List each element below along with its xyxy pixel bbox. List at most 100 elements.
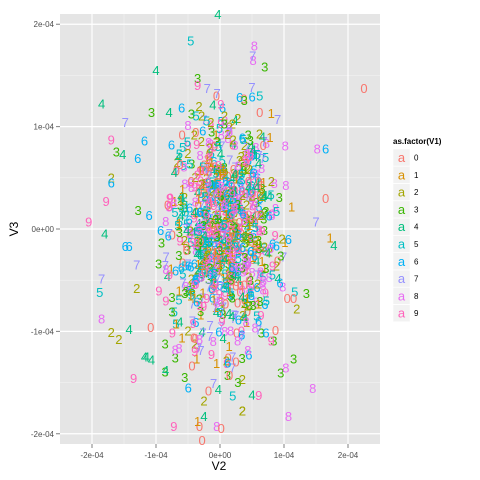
data-point: 9 — [162, 294, 169, 309]
data-point: 6 — [192, 273, 199, 288]
data-point: 9 — [204, 174, 211, 189]
data-point: 5 — [267, 188, 274, 203]
data-point: 6 — [141, 133, 148, 148]
data-point: 3 — [223, 192, 230, 207]
data-point: 9 — [269, 258, 276, 273]
data-point: 7 — [238, 329, 245, 344]
data-point: 7 — [205, 181, 212, 196]
data-point: 6 — [251, 248, 258, 263]
data-point: 8 — [229, 263, 236, 278]
data-point: 5 — [198, 224, 205, 239]
data-point: 1 — [247, 229, 254, 244]
data-point: 0 — [195, 185, 202, 200]
data-point: 3 — [203, 250, 210, 265]
data-point: 4 — [162, 363, 169, 378]
data-point: 0 — [241, 278, 248, 293]
data-point: 5 — [175, 292, 182, 307]
data-point: 5 — [176, 215, 183, 230]
data-point: 4 — [171, 165, 178, 180]
data-point: 4 — [250, 142, 257, 157]
data-point: 2 — [229, 116, 236, 131]
data-point: 0 — [218, 252, 225, 267]
data-point: 3 — [234, 197, 241, 212]
data-point: 9 — [225, 268, 232, 283]
data-point: 6 — [239, 240, 246, 255]
data-point: 4 — [183, 223, 190, 238]
data-point: 6 — [157, 223, 164, 238]
data-point: 2 — [229, 237, 236, 252]
data-point: 9 — [223, 356, 230, 371]
data-point: 1 — [237, 242, 244, 257]
data-point: 2 — [222, 187, 229, 202]
data-point: 5 — [194, 234, 201, 249]
data-point: 2 — [225, 229, 232, 244]
data-point: 9 — [214, 206, 221, 221]
data-point: 2 — [225, 201, 232, 216]
data-point: 8 — [221, 324, 228, 339]
data-point: 4 — [241, 228, 248, 243]
data-point: 1 — [175, 218, 182, 233]
data-point: 1 — [288, 200, 295, 215]
data-point: 8 — [216, 218, 223, 233]
data-point: 1 — [203, 152, 210, 167]
legend-key-glyph: a — [398, 167, 406, 182]
data-point: 0 — [236, 284, 243, 299]
data-point: 4 — [190, 224, 197, 239]
data-point: 9 — [210, 280, 217, 295]
data-point: 2 — [191, 337, 198, 352]
data-point: 8 — [215, 175, 222, 190]
data-point: 8 — [251, 198, 258, 213]
data-point: 3 — [255, 233, 262, 248]
data-point: 3 — [262, 204, 269, 219]
data-point: 1 — [195, 191, 202, 206]
data-point: 8 — [175, 341, 182, 356]
data-point: 2 — [209, 184, 216, 199]
data-point: 3 — [260, 211, 267, 226]
data-point: 5 — [219, 153, 226, 168]
data-point: 5 — [218, 257, 225, 272]
data-point: 7 — [204, 81, 211, 96]
data-point: 3 — [229, 183, 236, 198]
data-point: 7 — [243, 140, 250, 155]
data-point: 0 — [183, 243, 190, 258]
data-point: 6 — [215, 237, 222, 252]
data-point: 7 — [248, 80, 255, 95]
data-point: 8 — [244, 343, 251, 358]
data-point: 7 — [198, 262, 205, 277]
data-point: 5 — [238, 173, 245, 188]
data-point: 0 — [190, 331, 197, 346]
data-point: 7 — [214, 272, 221, 287]
data-point: 9 — [208, 215, 215, 230]
data-point: 3 — [261, 205, 268, 220]
data-point: 6 — [195, 245, 202, 260]
data-point: 9 — [217, 240, 224, 255]
data-point: 3 — [225, 257, 232, 272]
data-point: 7 — [244, 190, 251, 205]
data-point: 7 — [235, 220, 242, 235]
data-point: 2 — [241, 148, 248, 163]
data-point: 9 — [130, 371, 137, 386]
data-point: 3 — [227, 272, 234, 287]
data-point: 0 — [192, 331, 199, 346]
data-point: 3 — [231, 220, 238, 235]
data-point: 1 — [255, 296, 262, 311]
data-point: 3 — [227, 288, 234, 303]
data-point: 9 — [215, 158, 222, 173]
data-point: 7 — [189, 314, 196, 329]
data-point: 1 — [197, 307, 204, 322]
data-point: 5 — [228, 183, 235, 198]
data-point: 8 — [222, 195, 229, 210]
data-point: 5 — [237, 202, 244, 217]
data-point: 6 — [207, 234, 214, 249]
data-point: 1 — [211, 176, 218, 191]
x-tick-label: 2e-04 — [338, 451, 359, 460]
data-point: 6 — [219, 162, 226, 177]
data-point: 7 — [236, 231, 243, 246]
data-point: 7 — [206, 318, 213, 333]
data-point: 5 — [183, 217, 190, 232]
data-point: 3 — [253, 195, 260, 210]
data-point: 9 — [219, 168, 226, 183]
data-point: 5 — [256, 88, 263, 103]
legend-key — [392, 235, 411, 253]
data-point: 9 — [170, 419, 177, 434]
